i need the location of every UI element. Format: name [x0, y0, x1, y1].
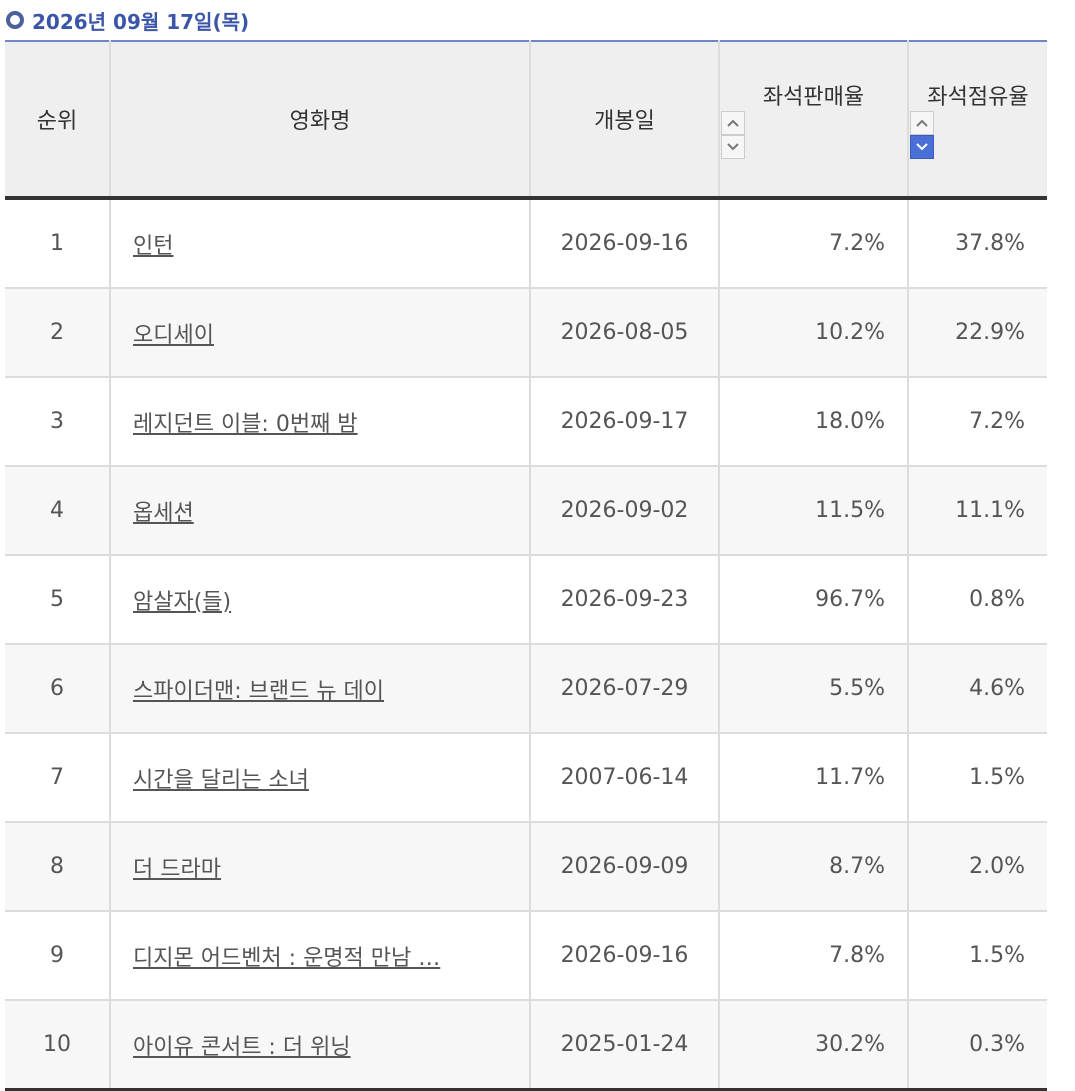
table-row: 4 옵세션 2026-09-02 11.5% 11.1%	[5, 465, 1047, 555]
column-header: 개봉일	[529, 41, 719, 200]
cell: 더 드라마	[109, 821, 530, 911]
rank: 2	[5, 287, 110, 377]
cell: 아이유 콘서트 : 더 위닝	[109, 999, 530, 1090]
rank: 4	[5, 465, 110, 555]
release-date: 2007-06-14	[529, 732, 719, 822]
movie-title[interactable]: 더 드라마	[133, 856, 221, 882]
column-label: 개봉일	[594, 109, 655, 134]
movie-title[interactable]: 레지던트 이블: 0번째 밤	[133, 411, 358, 437]
seat-share-rate: 7.2%	[907, 376, 1047, 466]
column-header: 좌석판매율	[718, 41, 908, 200]
seat-sales-rate: 11.5%	[718, 465, 908, 555]
seat-share-rate: 2.0%	[907, 821, 1047, 911]
down-icon	[727, 143, 739, 151]
rank: 7	[5, 732, 110, 822]
header-row: 순위 영화명 개봉일 좌석판매율 좌석점유율	[5, 41, 1047, 200]
sort-buttons	[910, 111, 1046, 159]
column-label: 좌석판매율	[762, 85, 865, 110]
table-row: 2 오디세이 2026-08-05 10.2% 22.9%	[5, 287, 1047, 377]
movie-title[interactable]: 디지몬 어드벤처 : 운명적 만남 …	[133, 945, 441, 971]
rank: 6	[5, 643, 110, 733]
release-date: 2026-08-05	[529, 287, 719, 377]
release-date: 2026-09-23	[529, 554, 719, 644]
cell: 암살자(들)	[109, 554, 530, 644]
table-row: 3 레지던트 이블: 0번째 밤 2026-09-17 18.0% 7.2%	[5, 376, 1047, 466]
rank: 10	[5, 999, 110, 1090]
cell: 오디세이	[109, 287, 530, 377]
movie-title[interactable]: 인턴	[133, 233, 174, 259]
table-row: 7 시간을 달리는 소녀 2007-06-14 11.7% 1.5%	[5, 732, 1047, 822]
column-label: 좌석점유율	[927, 85, 1029, 110]
seat-share-rate: 4.6%	[907, 643, 1047, 733]
cell: 디지몬 어드벤처 : 운명적 만남 …	[109, 910, 530, 1000]
seat-share-rate: 1.5%	[907, 910, 1047, 1000]
seat-sales-rate: 18.0%	[718, 376, 908, 466]
seat-share-rate: 0.8%	[907, 554, 1047, 644]
seat-sales-rate: 96.7%	[718, 554, 908, 644]
table-row: 6 스파이더맨: 브랜드 뉴 데이 2026-07-29 5.5% 4.6%	[5, 643, 1047, 733]
column-label: 순위	[36, 109, 78, 134]
movie-title[interactable]: 옵세션	[133, 500, 194, 526]
release-date: 2026-09-02	[529, 465, 719, 555]
heading: 2026년 09월 17일(목)	[0, 0, 1075, 40]
rank: 1	[5, 197, 110, 288]
release-date: 2026-07-29	[529, 643, 719, 733]
column-header: 좌석점유율	[907, 41, 1047, 200]
box-office-table: 순위 영화명 개봉일 좌석판매율 좌석점유율 1 인턴 2026-09-16 7.2% 37.8…	[5, 40, 1047, 1091]
table-row: 10 아이유 콘서트 : 더 위닝 2025-01-24 30.2% 0.3%	[5, 999, 1047, 1090]
seat-sales-rate: 7.8%	[718, 910, 908, 1000]
cell: 시간을 달리는 소녀	[109, 732, 530, 822]
release-date: 2026-09-17	[529, 376, 719, 466]
seat-share-rate: 0.3%	[907, 999, 1047, 1090]
circle-icon	[6, 11, 24, 29]
column-header: 순위	[5, 41, 110, 200]
movie-title[interactable]: 암살자(들)	[133, 589, 232, 615]
up-icon	[916, 119, 928, 127]
release-date: 2026-09-16	[529, 197, 719, 288]
sort-asc-button[interactable]	[910, 111, 934, 135]
rank: 8	[5, 821, 110, 911]
sort-desc-button[interactable]	[721, 135, 745, 159]
cell: 인턴	[109, 197, 530, 288]
sort-desc-button[interactable]	[910, 135, 934, 159]
rank: 5	[5, 554, 110, 644]
rank: 3	[5, 376, 110, 466]
date-title: 2026년 09월 17일(목)	[32, 9, 250, 34]
seat-sales-rate: 8.7%	[718, 821, 908, 911]
column-label: 영화명	[289, 109, 351, 134]
release-date: 2026-09-16	[529, 910, 719, 1000]
table-row: 9 디지몬 어드벤처 : 운명적 만남 … 2026-09-16 7.8% 1.5%	[5, 910, 1047, 1000]
cell: 레지던트 이블: 0번째 밤	[109, 376, 530, 466]
seat-share-rate: 1.5%	[907, 732, 1047, 822]
seat-share-rate: 11.1%	[907, 465, 1047, 555]
seat-sales-rate: 7.2%	[718, 197, 908, 288]
seat-share-rate: 37.8%	[907, 197, 1047, 288]
seat-sales-rate: 30.2%	[718, 999, 908, 1090]
down-icon	[916, 143, 928, 151]
release-date: 2025-01-24	[529, 999, 719, 1090]
movie-title[interactable]: 시간을 달리는 소녀	[133, 767, 309, 793]
seat-sales-rate: 11.7%	[718, 732, 908, 822]
movie-title[interactable]: 스파이더맨: 브랜드 뉴 데이	[133, 678, 385, 704]
seat-sales-rate: 5.5%	[718, 643, 908, 733]
table-row: 5 암살자(들) 2026-09-23 96.7% 0.8%	[5, 554, 1047, 644]
rank: 9	[5, 910, 110, 1000]
table-row: 1 인턴 2026-09-16 7.2% 37.8%	[5, 197, 1047, 288]
movie-title[interactable]: 오디세이	[133, 322, 214, 348]
cell: 옵세션	[109, 465, 530, 555]
sort-buttons	[721, 111, 906, 159]
seat-sales-rate: 10.2%	[718, 287, 908, 377]
cell: 스파이더맨: 브랜드 뉴 데이	[109, 643, 530, 733]
column-header: 영화명	[109, 41, 530, 200]
table-row: 8 더 드라마 2026-09-09 8.7% 2.0%	[5, 821, 1047, 911]
release-date: 2026-09-09	[529, 821, 719, 911]
table-body: 1 인턴 2026-09-16 7.2% 37.8% 2 오디세이 2026-08-05 10.…	[5, 197, 1047, 1090]
up-icon	[727, 119, 739, 127]
movie-title[interactable]: 아이유 콘서트 : 더 위닝	[133, 1034, 351, 1060]
seat-share-rate: 22.9%	[907, 287, 1047, 377]
sort-asc-button[interactable]	[721, 111, 745, 135]
